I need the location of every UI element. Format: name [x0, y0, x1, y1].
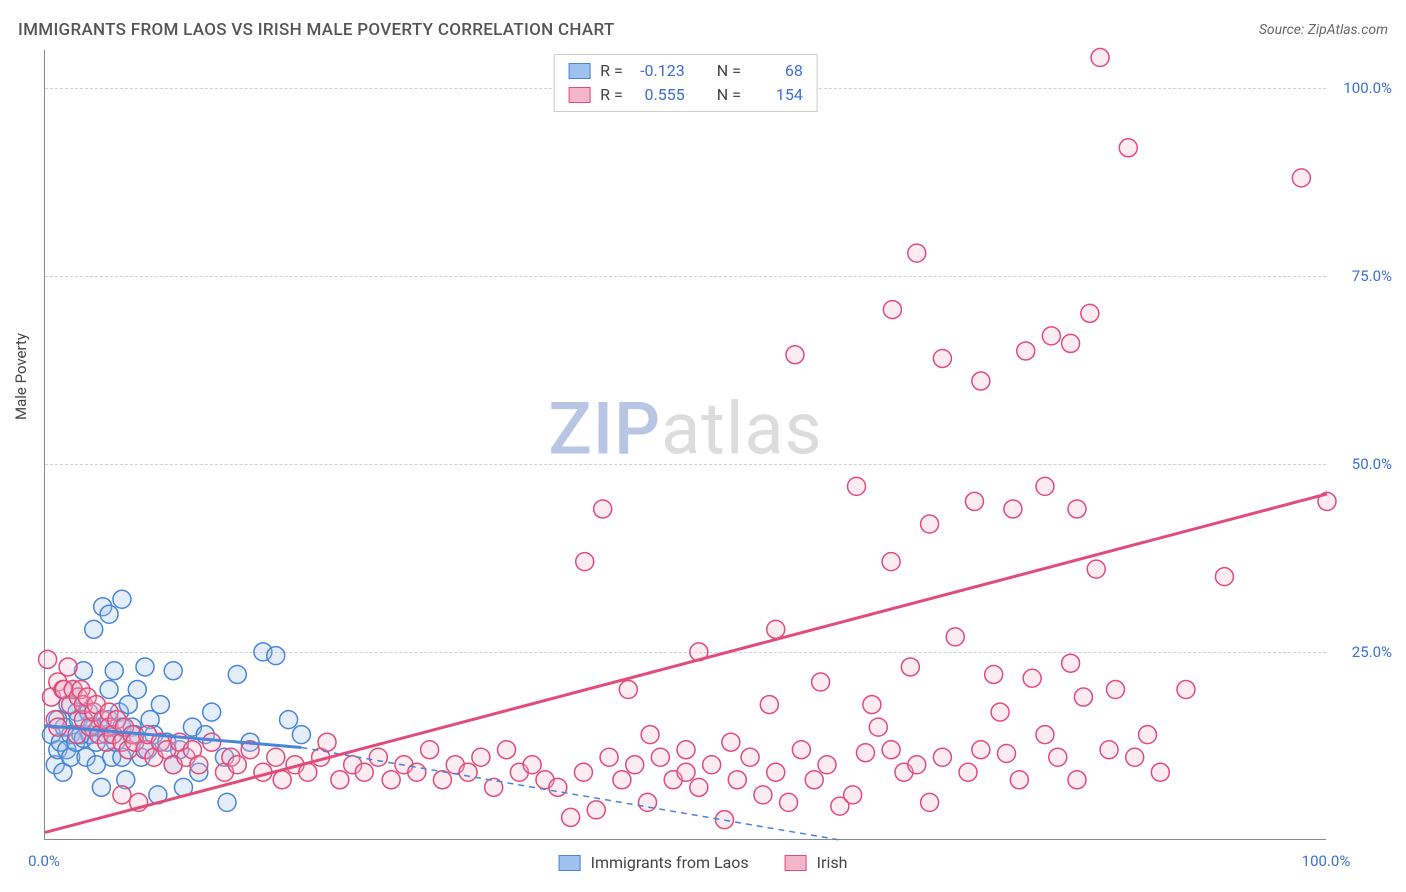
- swatch-laos: [568, 63, 590, 79]
- legend-label-laos: Immigrants from Laos: [591, 853, 749, 872]
- r-label: R =: [600, 59, 623, 83]
- x-tick-label: 0.0%: [28, 852, 60, 870]
- y-tick-label: 100.0%: [1343, 79, 1392, 97]
- n-value-laos: 68: [751, 59, 803, 83]
- y-axis-label: Male Poverty: [12, 333, 30, 420]
- swatch-laos: [559, 855, 581, 871]
- legend-label-irish: Irish: [817, 853, 848, 872]
- source-attribution: Source: ZipAtlas.com: [1259, 22, 1388, 38]
- y-tick-label: 25.0%: [1352, 643, 1392, 661]
- scatter-plot: ZIPatlas R = -0.123 N = 68 R = 0.555 N =…: [44, 50, 1326, 840]
- n-label: N =: [717, 83, 741, 107]
- legend-item-laos: Immigrants from Laos: [559, 853, 749, 872]
- n-value-irish: 154: [751, 83, 803, 107]
- r-value-irish: 0.555: [633, 83, 685, 107]
- y-tick-label: 50.0%: [1352, 455, 1392, 473]
- chart-title: IMMIGRANTS FROM LAOS VS IRISH MALE POVER…: [18, 20, 615, 40]
- stats-legend-box: R = -0.123 N = 68 R = 0.555 N = 154: [553, 54, 818, 112]
- y-tick-label: 75.0%: [1352, 267, 1392, 285]
- chart-svg: [45, 50, 1326, 839]
- stats-row-irish: R = 0.555 N = 154: [568, 83, 803, 107]
- swatch-irish: [568, 87, 590, 103]
- x-tick-label: 100.0%: [1302, 852, 1351, 870]
- legend-item-irish: Irish: [785, 853, 848, 872]
- bottom-legend: Immigrants from Laos Irish: [559, 853, 848, 872]
- swatch-irish: [785, 855, 807, 871]
- r-label: R =: [600, 83, 623, 107]
- r-value-laos: -0.123: [633, 59, 685, 83]
- stats-row-laos: R = -0.123 N = 68: [568, 59, 803, 83]
- n-label: N =: [717, 59, 741, 83]
